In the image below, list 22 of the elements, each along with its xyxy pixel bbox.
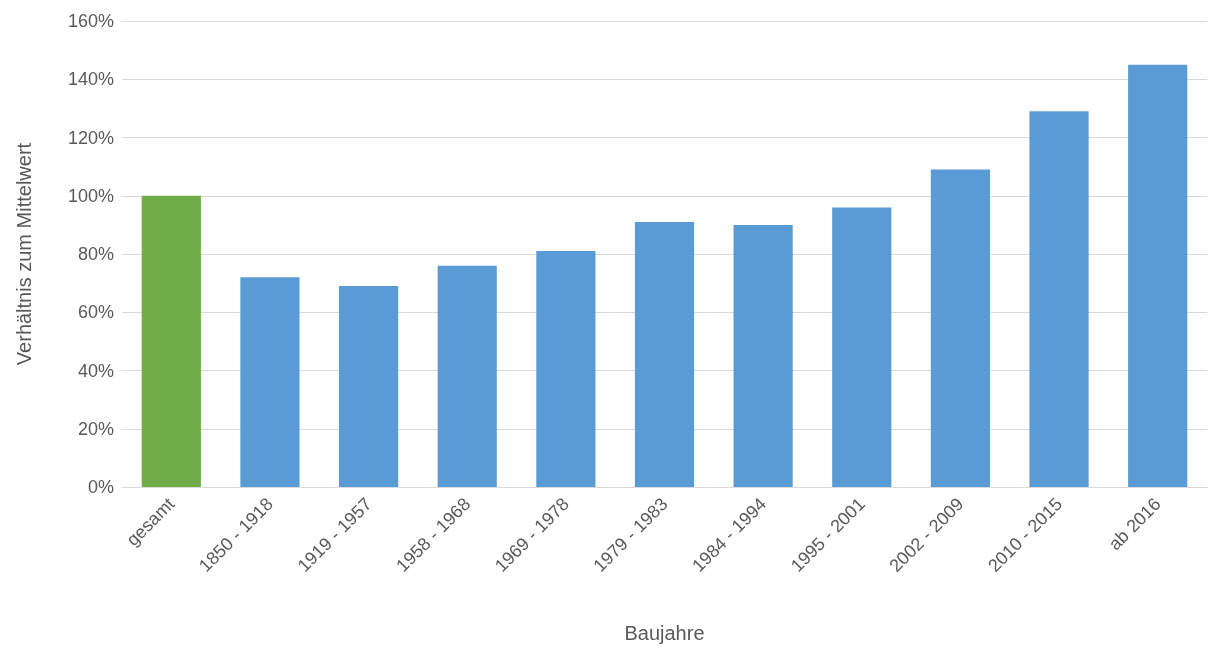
bar	[634, 221, 695, 487]
bar	[733, 224, 793, 487]
y-tick-label: 0%	[87, 477, 114, 497]
bar	[1128, 64, 1188, 487]
y-tick-label: 80%	[77, 244, 114, 264]
y-tick-label: 120%	[67, 127, 114, 148]
y-tick-label: 60%	[77, 302, 114, 323]
y-tick-label: 140%	[67, 69, 114, 90]
bar	[240, 277, 300, 487]
y-tick-label: 100%	[67, 185, 114, 206]
bar	[832, 207, 892, 487]
y-axis-title: Verhältnis zum Mittelwert	[13, 142, 35, 366]
bar	[930, 169, 990, 487]
bar	[437, 265, 497, 487]
bar	[536, 251, 596, 487]
bar	[1029, 111, 1089, 487]
y-tick-label: 160%	[67, 11, 114, 31]
x-axis-title: Baujahre	[624, 622, 705, 644]
bar	[339, 286, 399, 487]
bar	[141, 195, 201, 487]
y-tick-label: 20%	[77, 418, 114, 439]
y-tick-label: 40%	[77, 360, 114, 381]
